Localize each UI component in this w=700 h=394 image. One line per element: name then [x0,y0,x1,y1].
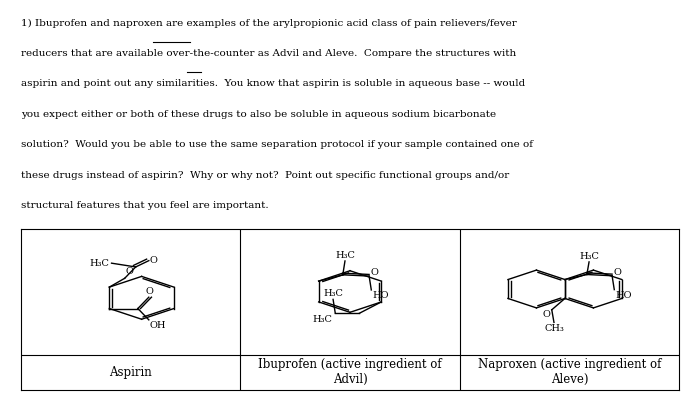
Text: O: O [146,287,154,296]
Text: Naproxen (active ingredient of
Aleve): Naproxen (active ingredient of Aleve) [477,358,661,386]
Text: these drugs instead of aspirin?  Why or why not?  Point out specific functional : these drugs instead of aspirin? Why or w… [21,171,510,180]
Text: CH₃: CH₃ [544,323,564,333]
Text: you expect either or both of these drugs to also be soluble in aqueous sodium bi: you expect either or both of these drugs… [21,110,496,119]
Text: O: O [126,268,134,277]
Text: HO: HO [372,291,389,300]
Text: structural features that you feel are important.: structural features that you feel are im… [21,201,269,210]
Text: H₃C: H₃C [579,252,599,261]
Text: H₃C: H₃C [90,259,109,268]
Text: O: O [542,310,551,320]
Text: Aspirin: Aspirin [109,366,152,379]
Text: aspirin and point out any similarities.  You know that aspirin is soluble in aqu: aspirin and point out any similarities. … [21,79,525,88]
Text: HO: HO [615,291,632,300]
Text: O: O [613,268,621,277]
Text: O: O [150,256,158,264]
Text: H₃C: H₃C [323,289,343,298]
Text: O: O [370,268,378,277]
Text: OH: OH [150,321,167,330]
Text: Ibuprofen (active ingredient of
Advil): Ibuprofen (active ingredient of Advil) [258,358,442,386]
Text: H₃C: H₃C [312,314,332,323]
Text: solution?  Would you be able to use the same separation protocol if your sample : solution? Would you be able to use the s… [21,140,533,149]
Text: reducers that are available over-the-counter as Advil and Aleve.  Compare the st: reducers that are available over-the-cou… [21,49,517,58]
Text: H₃C: H₃C [335,251,355,260]
Text: 1) Ibuprofen and naproxen are examples of the arylpropionic acid class of pain r: 1) Ibuprofen and naproxen are examples o… [21,19,517,28]
